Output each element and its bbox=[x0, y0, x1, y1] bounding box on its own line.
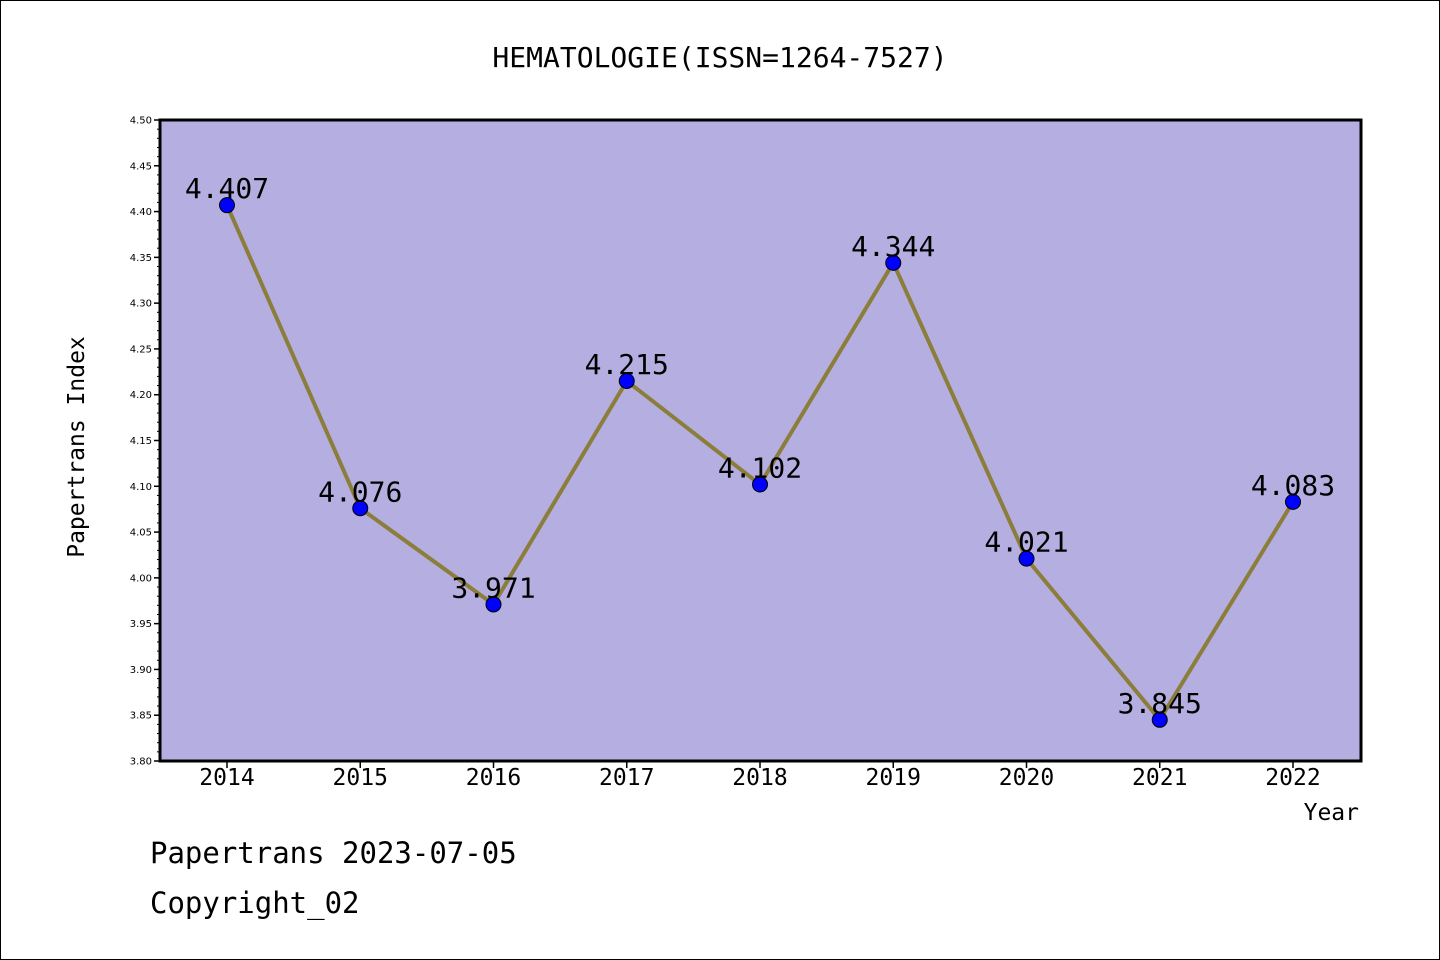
x-tick-label: 2015 bbox=[333, 765, 388, 791]
data-point bbox=[1285, 493, 1301, 510]
x-axis-label: Year bbox=[1304, 800, 1359, 826]
x-tick-label: 2019 bbox=[866, 765, 921, 791]
data-label: 3.845 bbox=[1118, 687, 1202, 720]
y-tick-label: 3.95 bbox=[130, 619, 152, 630]
data-label: 4.215 bbox=[585, 348, 669, 381]
footer-copyright: Copyright_02 bbox=[150, 886, 360, 920]
y-tick-label: 4.05 bbox=[130, 528, 152, 539]
y-tick-label: 4.40 bbox=[130, 207, 152, 218]
y-axis-label: Papertrans Index bbox=[64, 336, 90, 558]
x-tick-label: 2022 bbox=[1265, 765, 1320, 791]
data-label: 4.083 bbox=[1251, 469, 1335, 502]
x-tick-label: 2021 bbox=[1132, 765, 1187, 791]
x-tick-label: 2020 bbox=[999, 765, 1054, 791]
y-tick-label: 4.15 bbox=[130, 436, 152, 447]
plot-area bbox=[158, 118, 1363, 763]
y-tick-label: 3.85 bbox=[130, 711, 152, 722]
data-point bbox=[485, 596, 502, 613]
y-tick-label: 3.90 bbox=[130, 665, 152, 676]
y-tick-label: 4.20 bbox=[130, 390, 152, 401]
y-tick-label: 4.00 bbox=[130, 573, 152, 584]
x-tick-label: 2018 bbox=[732, 765, 787, 791]
chart-title: HEMATOLOGIE(ISSN=1264-7527) bbox=[492, 41, 947, 74]
data-label: 4.344 bbox=[851, 230, 935, 263]
data-label: 4.076 bbox=[318, 475, 402, 508]
footer-source: Papertrans 2023-07-05 bbox=[150, 836, 517, 870]
data-label: 4.021 bbox=[984, 526, 1068, 559]
x-tick-label: 2014 bbox=[199, 765, 254, 791]
data-point bbox=[1018, 550, 1035, 567]
y-tick-label: 4.50 bbox=[130, 116, 152, 127]
data-label: 4.102 bbox=[718, 451, 802, 484]
y-tick-label: 4.30 bbox=[130, 299, 152, 310]
y-tick-label: 3.80 bbox=[130, 757, 152, 768]
data-point bbox=[1151, 711, 1168, 728]
data-point bbox=[352, 500, 369, 517]
y-tick-label: 4.25 bbox=[130, 344, 152, 355]
y-tick-label: 4.35 bbox=[130, 253, 152, 264]
x-tick-label: 2017 bbox=[599, 765, 654, 791]
data-point bbox=[885, 254, 902, 271]
data-label: 3.971 bbox=[451, 571, 535, 604]
y-tick-label: 4.45 bbox=[130, 161, 152, 172]
data-point bbox=[618, 372, 635, 389]
data-point bbox=[752, 476, 768, 493]
x-tick-label: 2016 bbox=[466, 765, 521, 791]
data-point bbox=[219, 197, 235, 214]
y-tick-label: 4.10 bbox=[130, 482, 152, 493]
data-label: 4.407 bbox=[185, 172, 269, 205]
